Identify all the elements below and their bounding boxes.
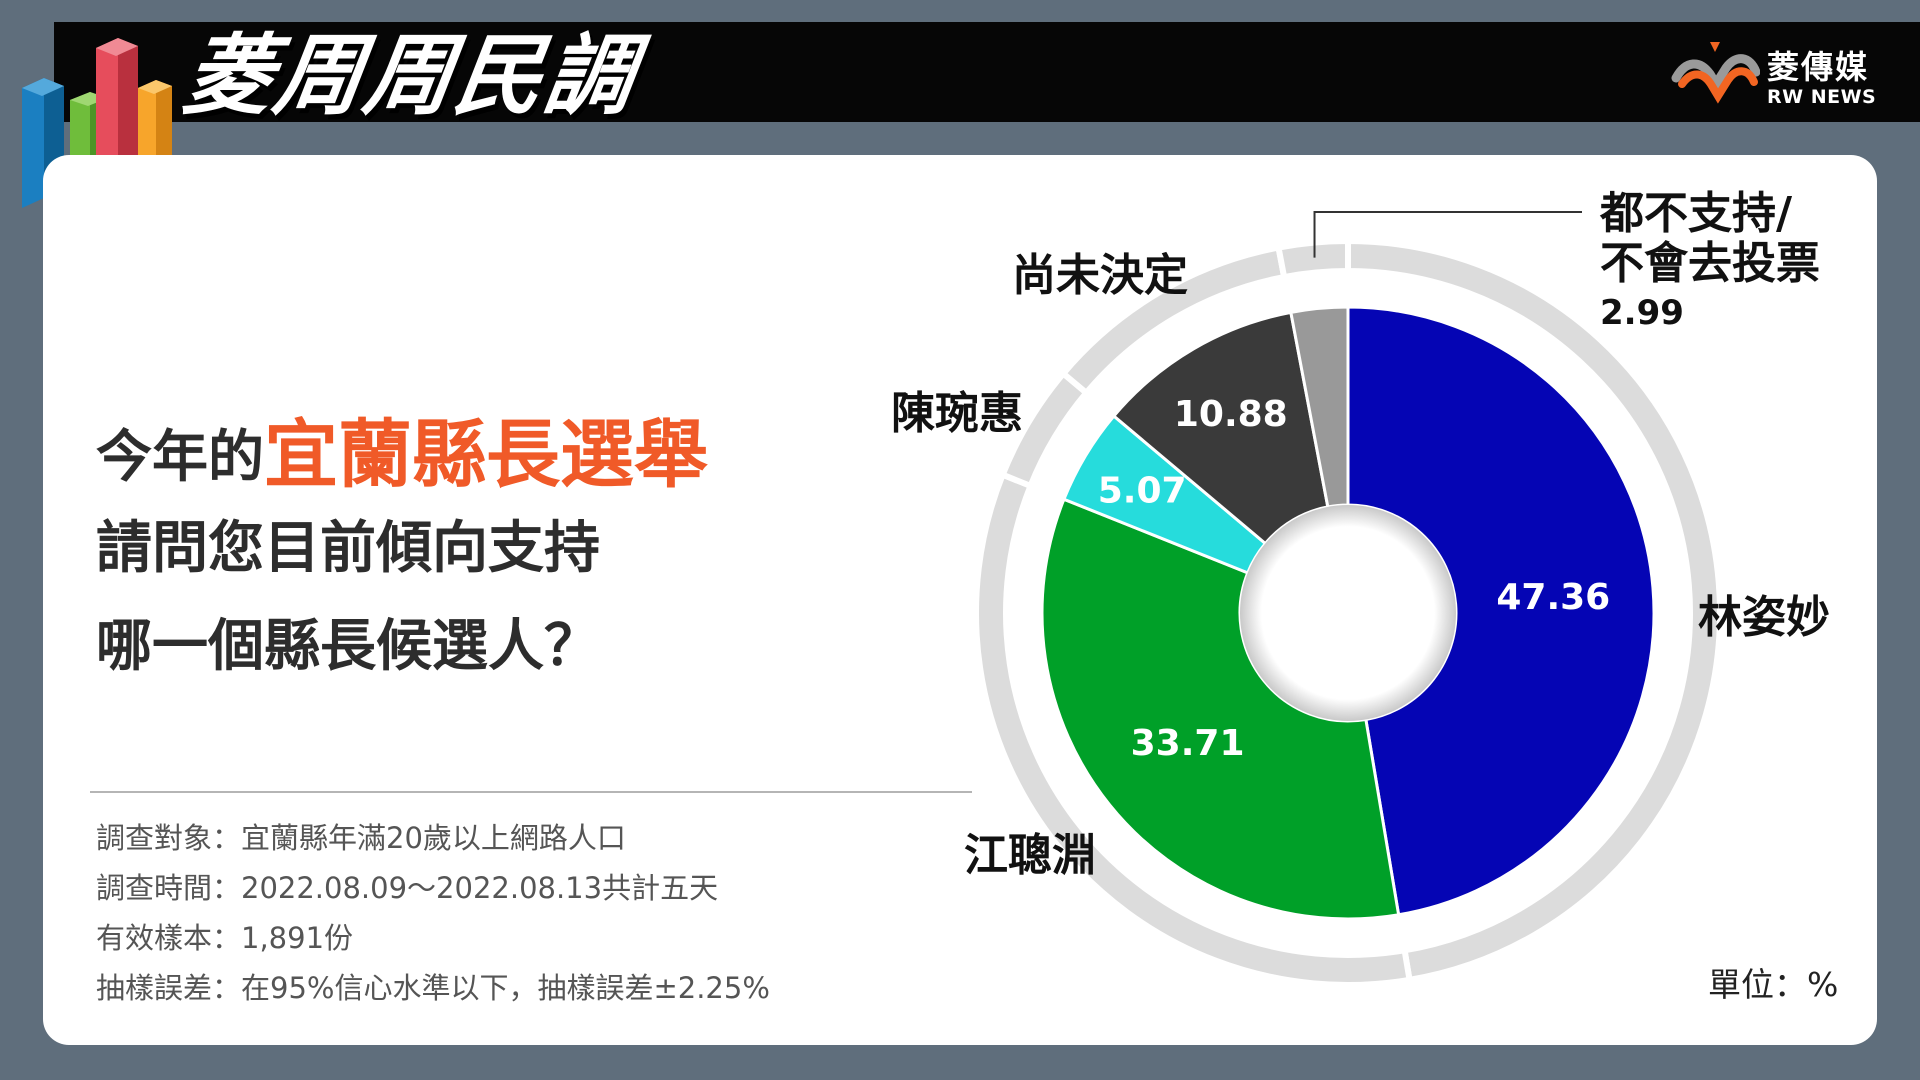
unit-label: 單位：% xyxy=(1708,965,1839,1004)
survey-period: 調查時間：2022.08.09～2022.08.13共計五天 xyxy=(96,871,719,905)
survey-target: 調查對象：宜蘭縣年滿20歲以上網路人口 xyxy=(96,821,626,855)
question-highlight: 宜蘭縣長選舉 xyxy=(264,412,708,498)
header-bar xyxy=(54,22,1920,122)
slice-4-value-label: 2.99 xyxy=(1600,293,1684,333)
brand-logo[interactable]: 菱傳媒 RW NEWS xyxy=(1670,38,1880,118)
slice-3-name-label: 尚未決定 xyxy=(1012,250,1188,301)
slice-0-value-label: 47.36 xyxy=(1496,577,1610,618)
rw-news-logo-icon xyxy=(1671,42,1760,104)
brand-name-en: RW NEWS xyxy=(1767,86,1877,108)
question-prefix: 今年的 xyxy=(96,425,264,490)
slice-2-value-label: 5.07 xyxy=(1098,471,1187,512)
slice-2-name-label: 陳琬惠 xyxy=(891,388,1023,439)
slice-4-ring xyxy=(1275,237,1351,281)
slice-4-name-label: 都不支持/ xyxy=(1599,188,1793,239)
slice-0-name-label: 林姿妙 xyxy=(1698,592,1830,643)
slice-4-name-label: 不會去投票 xyxy=(1600,238,1820,289)
question-line-2: 請問您目前傾向支持 xyxy=(96,516,600,581)
question-line-3: 哪一個縣長候選人？ xyxy=(96,614,600,679)
question-line-1: 今年的宜蘭縣長選舉 xyxy=(96,395,708,502)
slice-1-name-label: 江聰淵 xyxy=(964,830,1096,881)
slice-3-value-label: 10.88 xyxy=(1174,394,1288,435)
slice-1-value-label: 33.71 xyxy=(1131,723,1245,764)
slice-4-leader-line xyxy=(1313,211,1582,258)
survey-error: 抽樣誤差：在95%信心水準以下，抽樣誤差±2.25% xyxy=(96,971,770,1005)
donut-hole xyxy=(1240,505,1456,721)
survey-sample: 有效樣本：1,891份 xyxy=(96,921,354,955)
brand-name-zh: 菱傳媒 xyxy=(1767,48,1870,86)
divider xyxy=(90,791,972,793)
